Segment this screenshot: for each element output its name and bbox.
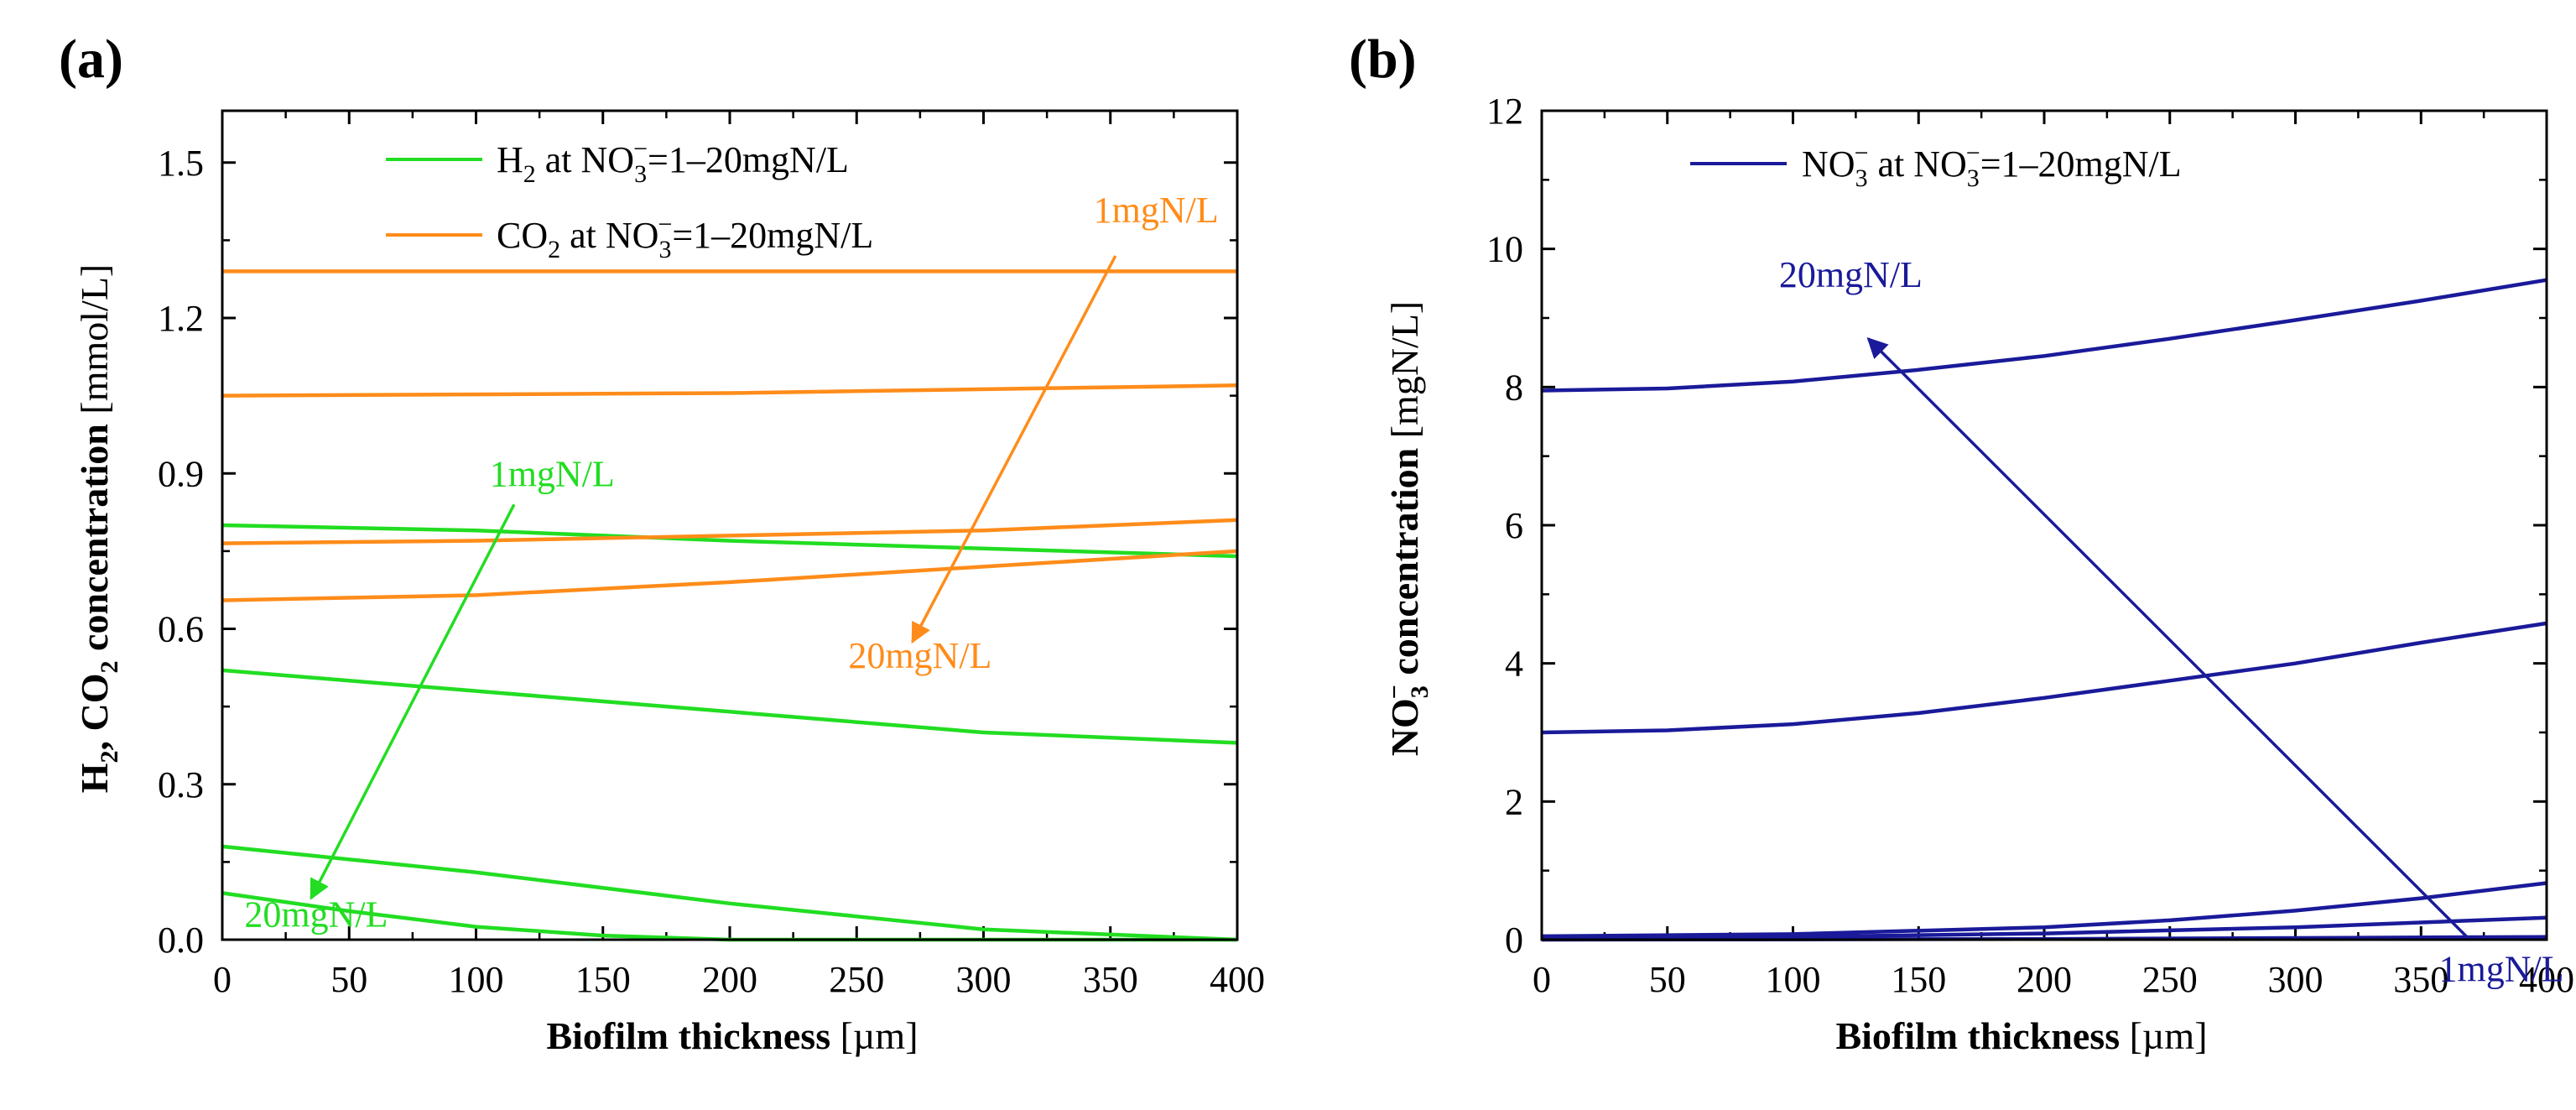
annotation-label-0: 20mgN/L xyxy=(1779,254,1923,295)
annotation-label-2: 1mgN/L xyxy=(1094,190,1219,231)
series-line-5 xyxy=(221,383,1238,398)
y-tick-label: 0 xyxy=(1505,920,1523,961)
y-tick-label: 0.3 xyxy=(158,764,204,805)
series-line-1 xyxy=(1541,621,2547,735)
panel-a-ylabel: H2, CO2 concentration [mmol/L] xyxy=(73,264,123,793)
legend-h2: H2 at NO3−=1–20mgN/L xyxy=(497,135,849,188)
y-tick-label: 1.2 xyxy=(158,298,204,339)
series-line-3 xyxy=(1541,915,2547,941)
series-line-2 xyxy=(221,844,1238,942)
x-tick-label: 0 xyxy=(213,959,232,1000)
series-line-0 xyxy=(221,523,1238,559)
y-tick-label: 6 xyxy=(1505,505,1523,546)
panel-b-series xyxy=(1541,278,2547,942)
panel-a-legend: H2 at NO3−=1–20mgN/L CO2 at NO3−=1–20mgN… xyxy=(386,135,873,263)
x-tick-label: 350 xyxy=(2393,959,2449,1000)
y-tick-label: 4 xyxy=(1505,644,1523,685)
panel-a-annotations: 1mgN/L 20mgN/L 1mgN/L 20mgN/L xyxy=(244,190,1218,935)
panel-a-plot-frame xyxy=(221,109,1239,941)
x-tick-label: 50 xyxy=(330,959,367,1000)
x-tick-label: 100 xyxy=(449,959,504,1000)
x-tick-label: 150 xyxy=(575,959,631,1000)
x-tick-label: 400 xyxy=(1210,959,1265,1000)
panel-a-xlabel: Biofilm thickness [µm] xyxy=(546,1014,918,1057)
x-tick-label: 350 xyxy=(1083,959,1138,1000)
y-tick-label: 2 xyxy=(1505,781,1523,822)
panel-a-ticks: 0 50 100 150 200 250 300 350 400 0.0 0.3 0.6 0.9 1.2 1… xyxy=(158,111,1265,1000)
panel-a-label: (a) xyxy=(59,29,123,90)
panel-b-chart: (b) 0 50 100 150 200 250 300 350 400 0 2 4 6 8 10 12 20… xyxy=(1349,29,2574,1057)
series-line-6 xyxy=(221,518,1238,545)
annotation-label-0: 1mgN/L xyxy=(490,454,615,495)
series-line-2 xyxy=(1541,881,2547,939)
y-tick-label: 1.5 xyxy=(158,143,204,184)
x-tick-label: 300 xyxy=(956,959,1012,1000)
y-tick-label: 12 xyxy=(1486,91,1523,132)
x-tick-label: 0 xyxy=(1533,959,1551,1000)
x-tick-label: 300 xyxy=(2268,959,2324,1000)
panel-b-plot-frame xyxy=(1540,109,2548,941)
x-tick-label: 250 xyxy=(829,959,884,1000)
x-tick-label: 200 xyxy=(2017,959,2072,1000)
panel-b-ticks: 0 50 100 150 200 250 300 350 400 0 2 4 6 8 10 12 xyxy=(1486,91,2574,1000)
y-tick-label: 0.6 xyxy=(158,609,204,650)
annotation-label-1: 20mgN/L xyxy=(244,894,388,935)
y-tick-label: 0.9 xyxy=(158,453,204,494)
annotation-arrow-0 xyxy=(1866,336,2468,938)
x-tick-label: 200 xyxy=(702,959,757,1000)
panel-b-annotations: 20mgN/L 1mgN/L xyxy=(1779,254,2564,989)
series-line-1 xyxy=(221,668,1238,745)
x-tick-label: 150 xyxy=(1891,959,1946,1000)
x-tick-label: 250 xyxy=(2142,959,2198,1000)
x-tick-label: 400 xyxy=(2519,959,2574,1000)
annotation-label-1: 1mgN/L xyxy=(2439,948,2564,989)
legend-co2: CO2 at NO3−=1–20mgN/L xyxy=(497,211,873,263)
panel-b-xlabel: Biofilm thickness [µm] xyxy=(1835,1014,2207,1057)
annotation-arrow-0 xyxy=(310,503,516,900)
legend-no3: NO3− at NO3−=1–20mgN/L xyxy=(1802,139,2182,192)
series-line-7 xyxy=(221,549,1238,602)
y-tick-label: 0.0 xyxy=(158,920,204,961)
annotation-arrow-2 xyxy=(911,255,1117,644)
series-line-0 xyxy=(1541,278,2547,393)
panel-a-series xyxy=(221,269,1238,942)
annotation-label-3: 20mgN/L xyxy=(848,635,991,676)
y-tick-label: 8 xyxy=(1505,367,1523,408)
x-tick-label: 100 xyxy=(1766,959,1821,1000)
panel-a-chart: (a) 0 50 100 150 200 250 300 350 400 0.0 0.3 0.6 0.9… xyxy=(59,29,1265,1057)
panel-b-legend: NO3− at NO3−=1–20mgN/L xyxy=(1690,139,2182,192)
x-tick-label: 50 xyxy=(1649,959,1686,1000)
panel-b-ylabel: NO3− concentration [mgN/L] xyxy=(1381,301,1434,756)
y-tick-label: 10 xyxy=(1486,229,1523,270)
panel-b-label: (b) xyxy=(1349,29,1417,90)
